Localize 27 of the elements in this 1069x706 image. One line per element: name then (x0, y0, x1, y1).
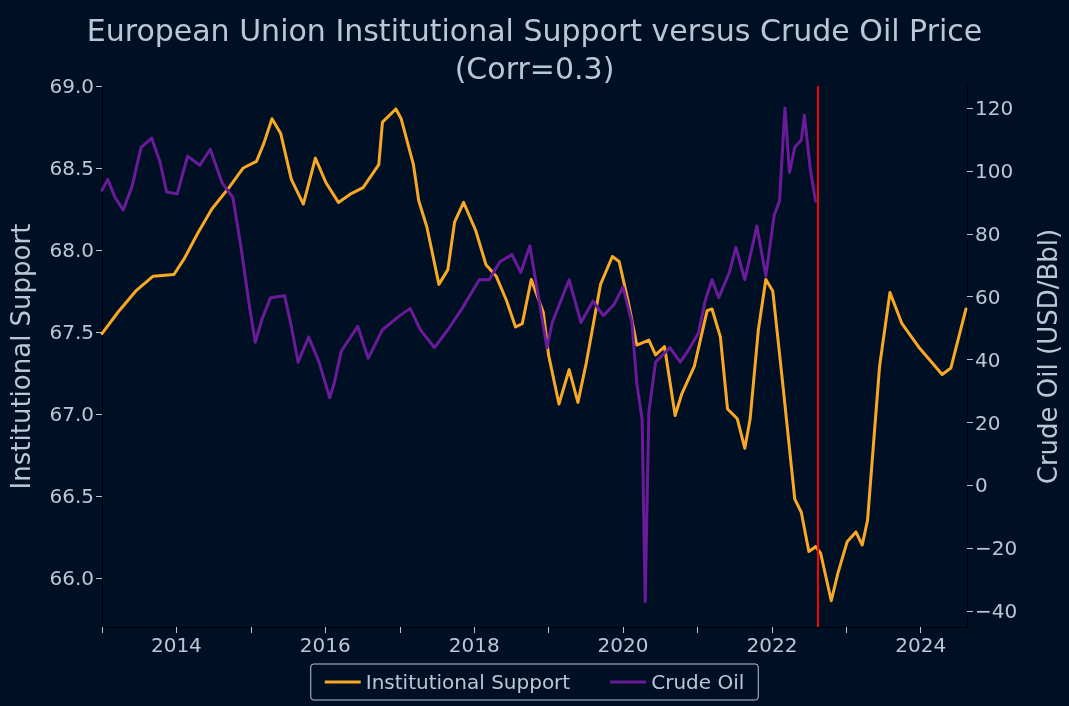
y2-axis-title: Crude Oil (USD/Bbl) (1033, 228, 1063, 485)
y2-tick-label: 40 (975, 347, 1001, 372)
y-tick-label: 67.0 (49, 401, 94, 426)
x-tick-label: 2014 (150, 633, 202, 657)
y-axis-title: Institutional Support (6, 223, 36, 490)
y2-tick-label: 20 (975, 410, 1001, 435)
legend-label: Institutional Support (365, 670, 571, 694)
x-tick-label: 2018 (448, 633, 500, 657)
y-tick-label: 66.5 (49, 483, 94, 508)
y2-tick-label: 0 (975, 473, 988, 498)
y2-tick-label: 80 (975, 221, 1001, 246)
x-tick-label: 2016 (299, 633, 351, 657)
y-tick-label: 68.5 (49, 155, 94, 180)
y2-tick-label: −20 (975, 536, 1018, 561)
line-series (100, 107, 968, 603)
y-tick-label: 66.0 (49, 565, 94, 590)
line-series (100, 106, 818, 604)
y2-tick-label: 120 (975, 96, 1014, 121)
legend-label: Crude Oil (651, 670, 745, 694)
y-tick-label: 67.5 (49, 319, 94, 344)
x-tick-label: 2020 (597, 633, 649, 657)
y2-tick-label: 100 (975, 158, 1014, 183)
x-tick-label: 2022 (746, 633, 798, 657)
x-tick-label: 2024 (895, 633, 947, 657)
y-tick-label: 68.0 (49, 237, 94, 262)
y2-tick-label: −40 (975, 599, 1018, 624)
y2-tick-label: 60 (975, 284, 1001, 309)
